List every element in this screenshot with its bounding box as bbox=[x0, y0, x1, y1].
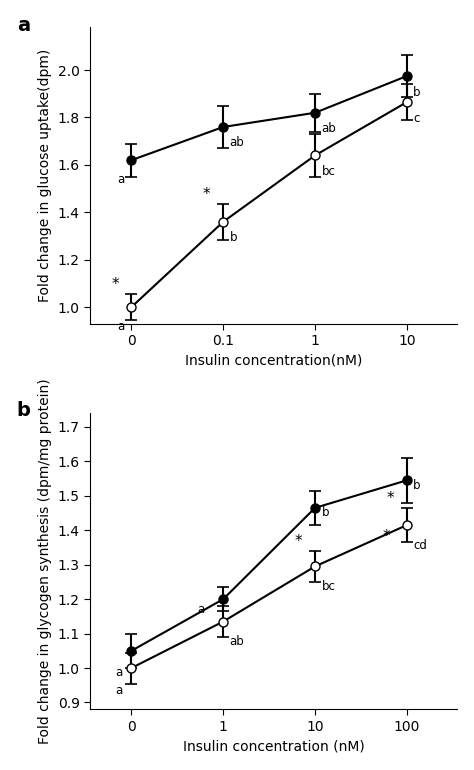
Text: c: c bbox=[413, 112, 419, 125]
Text: b: b bbox=[321, 506, 329, 519]
Text: b: b bbox=[413, 85, 421, 99]
Text: a: a bbox=[115, 666, 122, 679]
Y-axis label: Fold change in glycogen synthesis (dpm/mg protein): Fold change in glycogen synthesis (dpm/m… bbox=[38, 378, 52, 744]
Text: a: a bbox=[198, 603, 205, 615]
Text: a: a bbox=[118, 320, 125, 333]
X-axis label: Insulin concentration(nM): Insulin concentration(nM) bbox=[185, 353, 363, 367]
X-axis label: Insulin concentration (nM): Insulin concentration (nM) bbox=[183, 739, 365, 753]
Text: ab: ab bbox=[230, 136, 245, 149]
Text: ab: ab bbox=[321, 122, 336, 136]
Text: ab: ab bbox=[230, 635, 245, 648]
Text: bc: bc bbox=[321, 581, 335, 593]
Text: a: a bbox=[17, 15, 30, 35]
Text: b: b bbox=[230, 231, 237, 244]
Text: *: * bbox=[111, 276, 118, 292]
Text: *: * bbox=[203, 186, 210, 202]
Text: *: * bbox=[383, 529, 391, 544]
Text: *: * bbox=[295, 534, 302, 549]
Text: cd: cd bbox=[413, 539, 427, 552]
Text: b: b bbox=[413, 479, 421, 491]
Text: a: a bbox=[118, 173, 125, 186]
Text: *: * bbox=[386, 491, 394, 506]
Text: a: a bbox=[115, 684, 122, 697]
Text: b: b bbox=[17, 401, 30, 420]
Y-axis label: Fold change in glucose uptake(dpm): Fold change in glucose uptake(dpm) bbox=[38, 49, 52, 302]
Text: bc: bc bbox=[321, 165, 335, 178]
